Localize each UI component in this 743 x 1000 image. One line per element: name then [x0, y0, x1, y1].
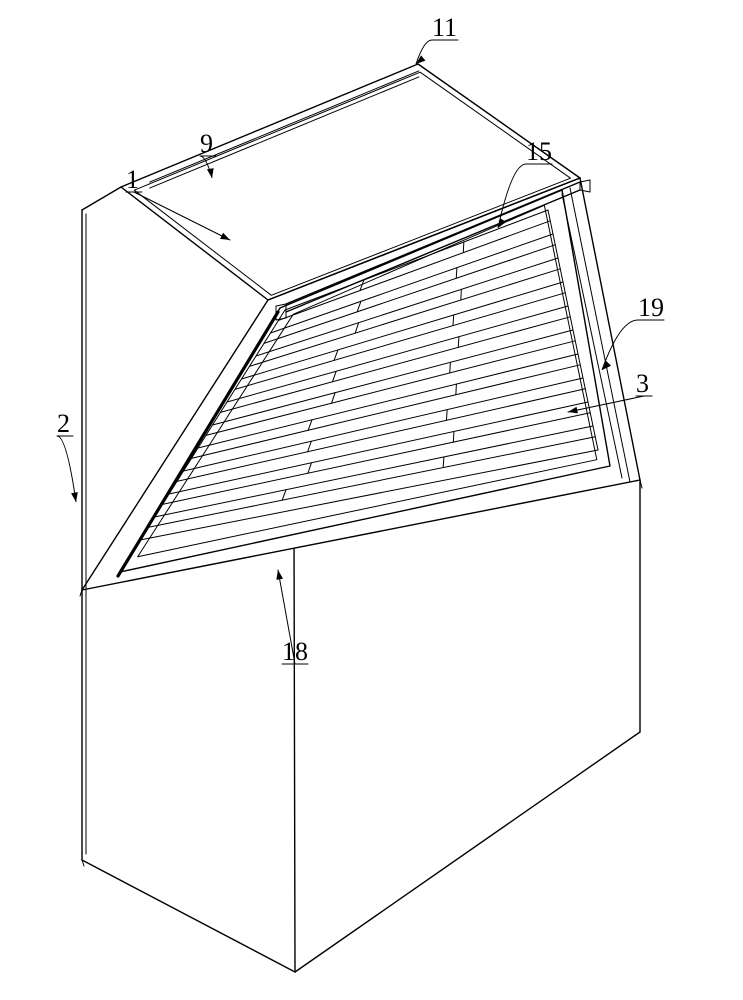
callout-l15: 15 [526, 137, 552, 166]
callout-l18: 18 [282, 637, 308, 666]
technical-drawing: 11 9 1 15 19 3 2 18 [0, 0, 743, 1000]
callout-l19: 19 [638, 293, 664, 322]
callout-l9: 9 [200, 129, 213, 158]
callout-l11: 11 [432, 13, 457, 42]
callout-l2: 2 [57, 409, 70, 438]
callout-l3: 3 [636, 369, 649, 398]
callout-l1: 1 [126, 165, 139, 194]
